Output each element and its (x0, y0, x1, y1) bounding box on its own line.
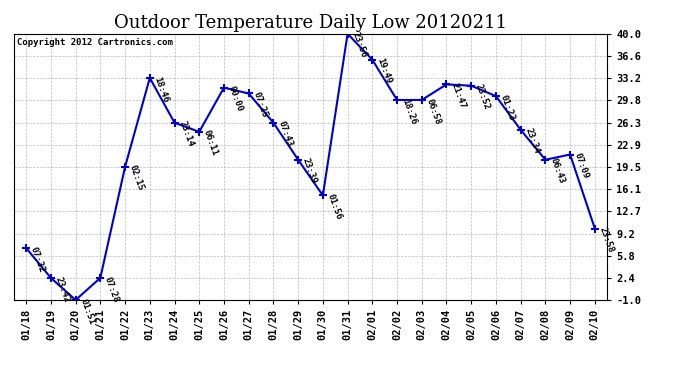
Text: 23:52: 23:52 (474, 83, 492, 111)
Text: 06:43: 06:43 (548, 157, 566, 185)
Text: 21:47: 21:47 (449, 82, 467, 110)
Text: 23:34: 23:34 (524, 127, 541, 155)
Text: 23:14: 23:14 (177, 120, 195, 148)
Text: 07:09: 07:09 (573, 152, 591, 180)
Title: Outdoor Temperature Daily Low 20120211: Outdoor Temperature Daily Low 20120211 (114, 14, 507, 32)
Text: 02:15: 02:15 (128, 164, 146, 192)
Text: Copyright 2012 Cartronics.com: Copyright 2012 Cartronics.com (17, 38, 172, 47)
Text: 18:26: 18:26 (400, 97, 417, 126)
Text: 07:43: 07:43 (276, 120, 294, 148)
Text: 07:28: 07:28 (103, 275, 121, 303)
Text: 23:58: 23:58 (598, 226, 615, 254)
Text: 06:58: 06:58 (424, 97, 442, 126)
Text: 01:56: 01:56 (326, 193, 344, 221)
Text: 18:46: 18:46 (152, 75, 170, 104)
Text: 19:49: 19:49 (375, 57, 393, 85)
Text: 23:56: 23:56 (351, 31, 368, 59)
Text: 06:11: 06:11 (202, 129, 219, 158)
Text: 01:51: 01:51 (79, 297, 96, 326)
Text: 00:00: 00:00 (227, 85, 244, 113)
Text: 07:32: 07:32 (29, 245, 47, 274)
Text: 07:25: 07:25 (251, 91, 269, 119)
Text: 23:39: 23:39 (301, 157, 319, 185)
Text: 23:42: 23:42 (54, 275, 71, 303)
Text: 01:23: 01:23 (499, 93, 516, 122)
